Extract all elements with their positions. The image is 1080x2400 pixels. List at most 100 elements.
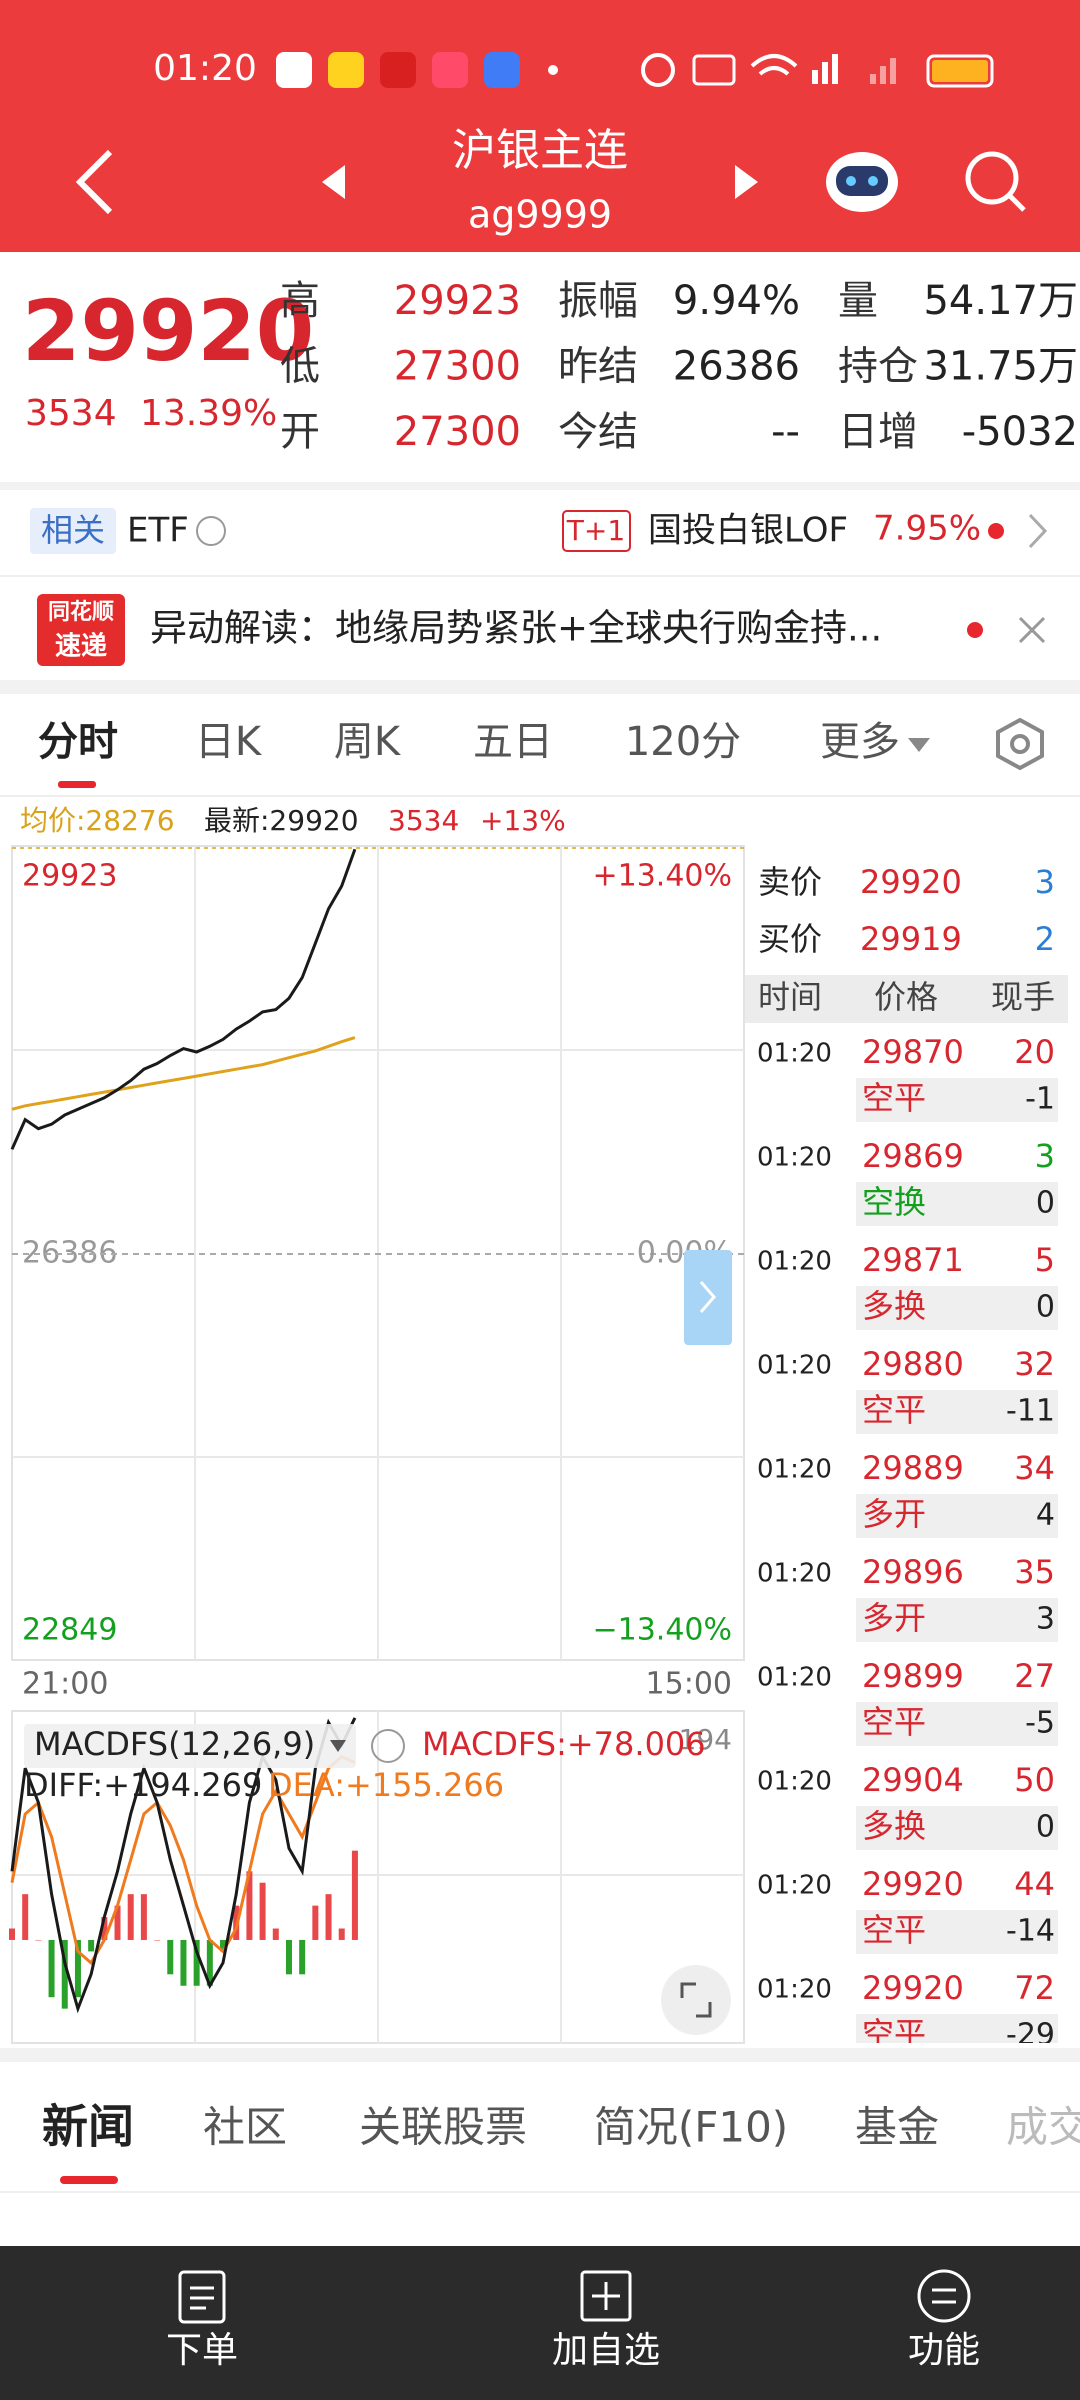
trade-type-bg bbox=[856, 1182, 1058, 1226]
trade-type-bg bbox=[856, 1286, 1058, 1330]
macd-bar bbox=[220, 1939, 227, 1952]
stat-label: 昨结 bbox=[558, 344, 638, 390]
bid-label: 买价 bbox=[758, 920, 822, 958]
macd-bar bbox=[114, 1905, 121, 1940]
macd-bar bbox=[48, 1939, 55, 1998]
trade-price: 29920 bbox=[862, 1969, 964, 2007]
trade-type: 多换 bbox=[862, 1807, 926, 1845]
status-time: 01:20 bbox=[153, 48, 257, 89]
trade-type-bg bbox=[856, 1598, 1058, 1642]
help-icon[interactable] bbox=[196, 516, 226, 546]
avg-price: 均价:28276 bbox=[20, 804, 175, 837]
indicator-box bbox=[24, 1724, 356, 1768]
bottom-tab[interactable]: 简况(F10) bbox=[594, 2103, 788, 2152]
close-button[interactable] bbox=[1018, 616, 1046, 644]
trade-price: 29889 bbox=[862, 1449, 964, 1487]
trade-price: 29896 bbox=[862, 1553, 964, 1591]
ask-label: 卖价 bbox=[758, 863, 822, 901]
trade-volume: 72 bbox=[1014, 1969, 1055, 2007]
tab-underline bbox=[60, 2176, 118, 2184]
price-chart: 299232638622849+13.40%0.00%−13.40%21:001… bbox=[10, 845, 745, 1702]
chart-tab[interactable]: 120分 bbox=[625, 719, 741, 765]
macd-bar bbox=[338, 1928, 345, 1940]
trade-time: 01:20 bbox=[757, 1247, 832, 1277]
chart-tab[interactable]: 五日 bbox=[473, 719, 553, 765]
nav-label[interactable]: 功能 bbox=[908, 2330, 980, 2371]
trade-type: 多开 bbox=[862, 1599, 926, 1637]
next-button[interactable] bbox=[735, 165, 758, 199]
search-button[interactable] bbox=[965, 151, 1026, 212]
book-header-bg bbox=[745, 975, 1068, 1023]
trade-change: -1 bbox=[1025, 1082, 1055, 1117]
trade-time: 01:20 bbox=[757, 1455, 832, 1485]
trade-type: 空换 bbox=[862, 1183, 926, 1221]
bottom-tabs: 新闻 社区 关联股票 简况(F10) 基金 成交 bbox=[42, 2100, 1080, 2154]
news-text[interactable]: 异动解读：地缘局势紧张+全球央行购金持... bbox=[150, 607, 882, 650]
last-price: 29920 bbox=[22, 282, 314, 380]
bottom-tab[interactable]: 新闻 bbox=[42, 2100, 134, 2154]
trade-change: 0 bbox=[1036, 1290, 1055, 1325]
chevron[interactable] bbox=[1028, 513, 1048, 549]
chart-tab[interactable]: 周K bbox=[334, 719, 402, 765]
indicator-name[interactable]: MACDFS(12,26,9) bbox=[34, 1725, 315, 1763]
trade-time: 01:20 bbox=[757, 1663, 832, 1693]
dot bbox=[988, 523, 1004, 539]
settings-button[interactable] bbox=[996, 717, 1044, 771]
chart-tab[interactable]: 更多 bbox=[820, 719, 900, 765]
macd-bar bbox=[101, 1917, 108, 1940]
y-tick-label: 22849 bbox=[22, 1613, 117, 1648]
stat-label: 低 bbox=[280, 344, 320, 390]
help-icon[interactable] bbox=[371, 1729, 405, 1763]
nav-label[interactable]: 加自选 bbox=[552, 2330, 660, 2371]
chart-tabs: 分时 日K 周K 五日 120分 更多 bbox=[38, 719, 900, 765]
prev-button[interactable] bbox=[322, 165, 345, 199]
trade-change: -14 bbox=[1006, 1914, 1055, 1949]
fullscreen-icon bbox=[680, 1982, 712, 2018]
trade-type-bg bbox=[856, 1494, 1058, 1538]
divider bbox=[0, 2048, 1080, 2062]
stat-value: 31.75万 bbox=[923, 344, 1078, 390]
macd-bar bbox=[127, 1894, 134, 1940]
diff-value: DIFF:+194.269 bbox=[24, 1766, 262, 1804]
chart-tab[interactable]: 分时 bbox=[38, 719, 118, 765]
nav-bar bbox=[0, 2246, 1080, 2400]
stat-value: -5032 bbox=[962, 409, 1078, 455]
y2-tick-label: −13.40% bbox=[592, 1613, 732, 1648]
bottom-nav: 下单 加自选 功能 bbox=[166, 2330, 980, 2371]
news-logo bbox=[37, 594, 125, 666]
bottom-tab[interactable]: 成交 bbox=[1006, 2103, 1080, 2152]
header-code: ag9999 bbox=[468, 193, 612, 237]
trade-type-bg bbox=[856, 1702, 1058, 1746]
trade-change: 0 bbox=[1036, 1810, 1055, 1845]
x-tick-label: 15:00 bbox=[646, 1667, 732, 1702]
stat-value: -- bbox=[771, 409, 800, 455]
trade-price: 29880 bbox=[862, 1345, 964, 1383]
ask-price: 29920 bbox=[860, 863, 962, 901]
trade-volume: 50 bbox=[1014, 1761, 1055, 1799]
bottom-tab[interactable]: 关联股票 bbox=[359, 2103, 527, 2152]
robot-button[interactable] bbox=[826, 152, 898, 212]
expand-arrow[interactable] bbox=[684, 1250, 732, 1345]
trade-time: 01:20 bbox=[757, 1351, 832, 1381]
order-book: 卖价 29920 3 买价 29919 2 时间 价格 现手 01:20 29870 20 空平 -1 01… bbox=[745, 863, 1068, 2043]
trade-change: 3 bbox=[1036, 1602, 1055, 1637]
macd-bar bbox=[167, 1939, 174, 1975]
macd-bar bbox=[312, 1905, 319, 1940]
fullscreen-button[interactable] bbox=[661, 1965, 731, 2035]
badge-box bbox=[562, 510, 631, 552]
tab-underline bbox=[58, 781, 96, 788]
stat-label: 量 bbox=[838, 278, 878, 324]
latest-price: 最新:29920 bbox=[204, 804, 359, 837]
bottom-tab[interactable]: 社区 bbox=[203, 2103, 287, 2152]
chart-tab[interactable]: 日K bbox=[195, 719, 263, 765]
macd-bar bbox=[351, 1850, 358, 1940]
etf-name[interactable]: 国投白银LOF bbox=[648, 511, 848, 551]
price-change-pct: 13.39% bbox=[140, 393, 277, 434]
nav-label[interactable]: 下单 bbox=[166, 2330, 238, 2371]
back-button[interactable] bbox=[75, 149, 113, 215]
trade-time: 01:20 bbox=[757, 1871, 832, 1901]
macd-bar bbox=[9, 1928, 15, 1940]
bottom-tab[interactable]: 基金 bbox=[855, 2103, 939, 2152]
stat-value: 29923 bbox=[394, 278, 521, 324]
